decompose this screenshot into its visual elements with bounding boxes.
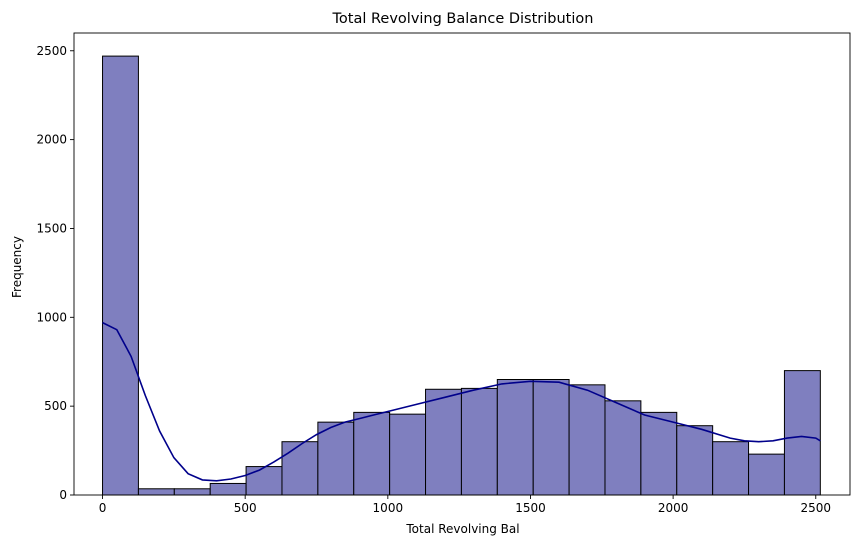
histogram-bar (281, 441, 319, 496)
y-tick-label: 0 (59, 488, 67, 502)
plot-area: 0 500 1000 1500 2000 2500 0 500 1000 1500 2000 2500 (36, 32, 851, 515)
histogram-bar (676, 425, 714, 496)
histogram-bar (245, 466, 283, 496)
histogram-bar (137, 488, 175, 496)
x-tick-label: 1000 (373, 501, 404, 515)
x-tick-label: 2000 (658, 501, 689, 515)
histogram-bar (640, 411, 678, 496)
histogram-bar (389, 413, 427, 496)
histogram-bar (783, 370, 821, 496)
histogram-bar (460, 387, 498, 496)
x-tick-label: 500 (234, 501, 257, 515)
y-tick-label: 2000 (36, 133, 67, 147)
axes-frame (73, 32, 851, 496)
histogram-bar (712, 441, 750, 496)
histogram-bar (532, 379, 570, 496)
x-tick-label: 2500 (800, 501, 831, 515)
histogram-bar (102, 55, 139, 496)
histogram-bar (496, 379, 534, 496)
histogram-bar (748, 453, 785, 496)
histogram-bar (317, 421, 355, 496)
y-axis-label: Frequency (10, 236, 24, 298)
x-axis-label: Total Revolving Bal (405, 522, 519, 536)
histogram-bar (209, 482, 247, 496)
kde-curve (102, 321, 821, 482)
histogram-bar (568, 384, 606, 496)
y-tick-label: 2500 (36, 44, 67, 58)
x-tick-label: 0 (99, 501, 107, 515)
x-tick-label: 1500 (515, 501, 546, 515)
y-tick-label: 1000 (36, 310, 67, 324)
histogram-bar (353, 411, 391, 496)
chart-title: Total Revolving Balance Distribution (332, 11, 594, 27)
y-tick-label: 1500 (36, 221, 67, 235)
histogram-bar (604, 400, 642, 496)
histogram-bar (425, 388, 462, 496)
histogram-bar (173, 488, 211, 496)
y-tick-label: 500 (44, 399, 67, 413)
